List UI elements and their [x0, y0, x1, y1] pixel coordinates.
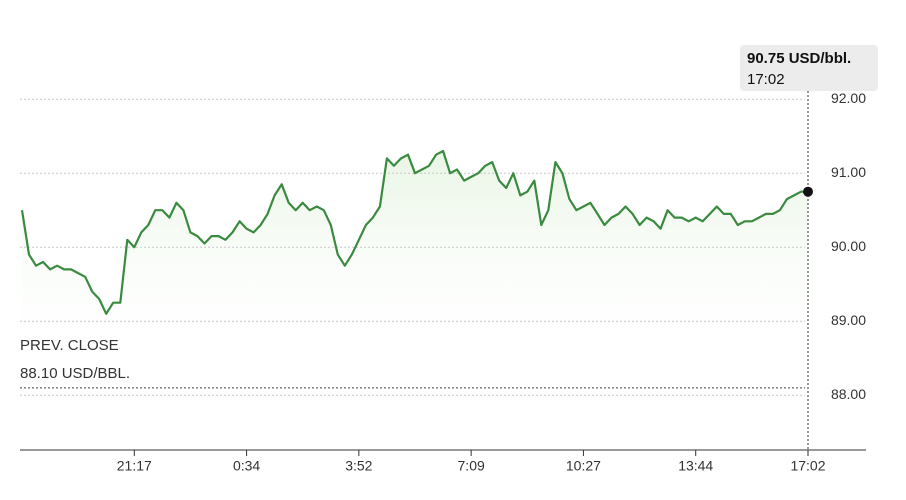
x-tick-label: 3:52: [345, 458, 372, 474]
tooltip-price: 90.75 USD/bbl.: [747, 50, 851, 67]
tooltip-time: 17:02: [747, 71, 785, 88]
x-tick-label: 10:27: [566, 458, 601, 474]
prev-close-label: 88.10 USD/BBL.: [20, 365, 130, 382]
tooltip-box: [740, 45, 878, 91]
x-tick-label: 21:17: [117, 458, 152, 474]
x-tick-label: 17:02: [790, 458, 825, 474]
y-tick-label: 89.00: [831, 312, 866, 328]
y-tick-label: 90.00: [831, 238, 866, 254]
x-tick-label: 7:09: [458, 458, 485, 474]
y-tick-label: 91.00: [831, 164, 866, 180]
price-line: [20, 149, 808, 315]
x-tick-label: 13:44: [678, 458, 713, 474]
x-tick-label: 0:34: [233, 458, 260, 474]
y-tick-label: 92.00: [831, 90, 866, 106]
prev-close-title: PREV. CLOSE: [20, 337, 119, 354]
last-point: [803, 186, 813, 197]
area: [22, 151, 808, 350]
y-tick-label: 88.00: [831, 386, 866, 402]
